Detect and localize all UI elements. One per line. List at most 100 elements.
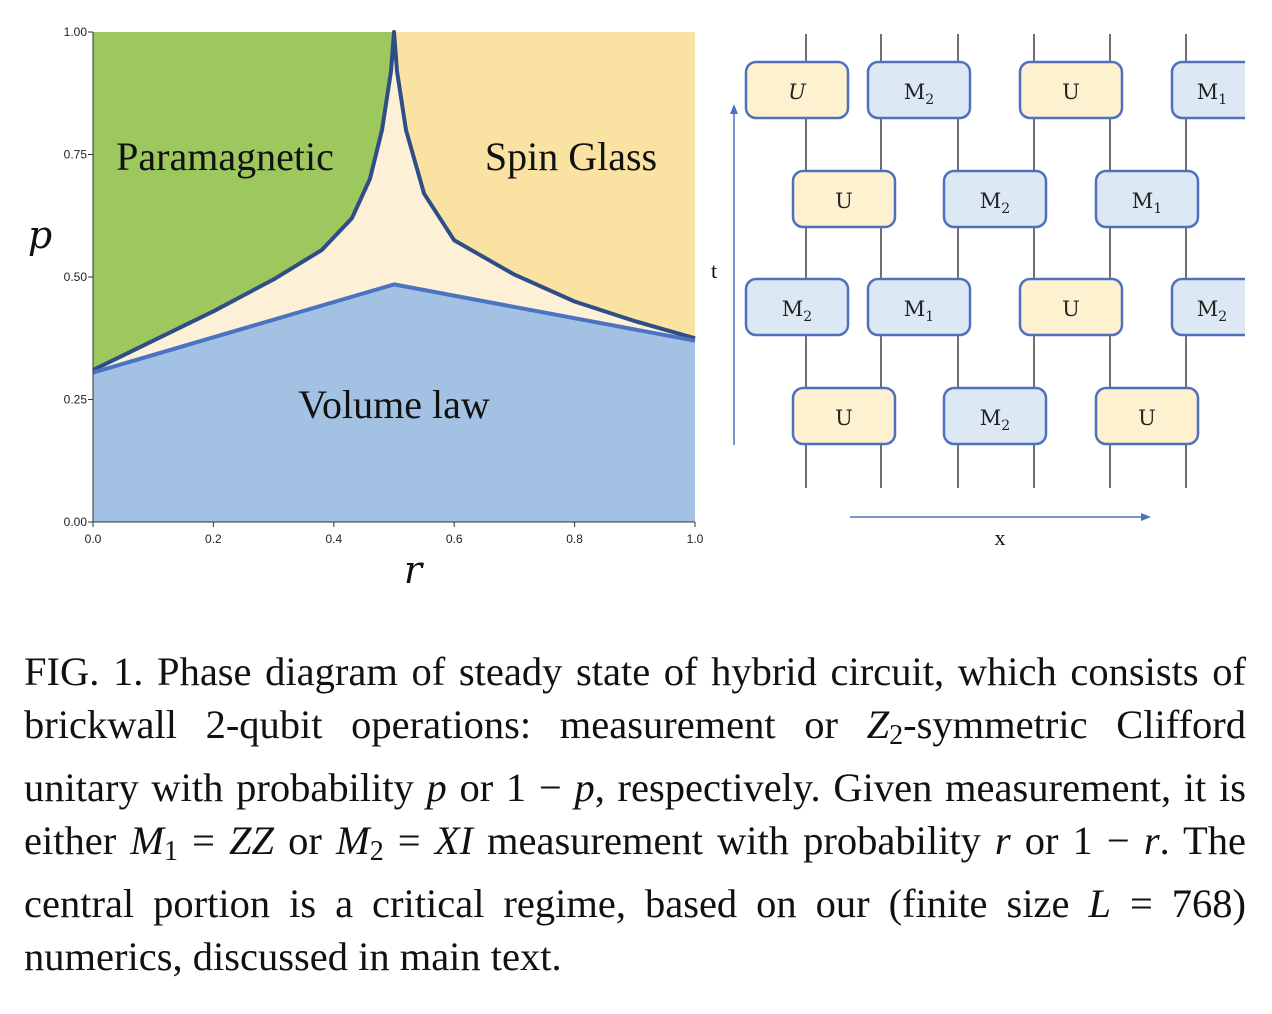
gate-box [791,169,897,229]
gate-label-main: M [1197,80,1219,104]
gate-label: U [788,80,807,104]
gate-label-main: M [1132,189,1154,213]
region-spin-glass [394,32,695,339]
gate-box [866,277,972,337]
unitary-gate: U [1018,277,1124,337]
gate-label-main: U [835,406,853,430]
gate-label: M2 [782,297,812,325]
gate-box [1018,60,1124,120]
gate-label-main: U [835,189,853,213]
caption-text: , respectively. Given measurement, it is… [24,765,1246,863]
gate-label-main: U [788,80,807,104]
caption-text: . The central portion is a critical regi… [24,817,1247,927]
caption-math-p: p [574,765,595,810]
caption-math-m2: M [335,817,370,863]
gate-label: M2 [1197,297,1227,325]
gate-label: U [835,406,853,430]
caption-math-l: L [1088,881,1111,926]
x-tick-label: 0.6 [446,532,463,546]
y-tick-label: 1.00 [64,25,88,39]
caption-math-xi: XI [434,817,473,863]
gate-box [791,386,897,446]
y-tick-label: 0.00 [64,515,88,529]
gate-box [866,60,972,120]
caption-math-m1: M [130,817,165,863]
region-volume-law [93,284,695,522]
axes: 0.0 0.2 0.4 0.6 0.8 1.0 0.00 0.25 0.50 0.75 1.00 [64,25,704,546]
caption-math-r: r [1143,817,1160,863]
figure-panel: 0.0 0.2 0.4 0.6 0.8 1.0 0.00 0.25 0.50 0.75 1.00 P… [28,25,1245,592]
measurement-gate: M2 [942,386,1048,446]
gate-label: M2 [980,406,1010,434]
gate-box [1018,277,1124,337]
caption-math-z: Z [866,701,890,747]
gate-label-subscript: 1 [1153,201,1162,217]
gate-label: M2 [904,80,934,108]
gate-box [1170,60,1245,120]
region-paramagnetic [93,32,394,371]
gate-label-subscript: 1 [1218,92,1227,108]
gate-label: U [835,189,853,213]
gate-label-main: M [782,297,804,321]
gate-label: U [1138,406,1156,430]
space-arrow [850,513,1151,521]
x-tick-label: 0.0 [85,532,102,546]
y-tick-label: 0.50 [64,270,88,284]
space-axis-label: x [995,525,1006,550]
gate-label-subscript: 2 [1001,201,1010,217]
measurement-gate: M2 [744,277,850,337]
gate-label: U [1062,80,1080,104]
x-axis-label: r [404,548,425,592]
gate-label-main: M [904,297,926,321]
gate-label-subscript: 2 [803,309,812,325]
gate-label-main: U [1062,80,1080,104]
measurement-gate: M1 [1170,60,1245,120]
measurement-gate: M1 [866,277,972,337]
gate-label: M1 [1132,189,1162,217]
caption-text: or 1 − [446,765,575,810]
gate-label-main: M [980,406,1002,430]
phase-diagram: 0.0 0.2 0.4 0.6 0.8 1.0 0.00 0.25 0.50 0.75 1.00 P… [28,25,704,592]
caption-text: or 1 − [1010,817,1144,863]
x-tick-label: 0.2 [205,532,222,546]
caption-text: = 768) numerics, discussed in main text. [24,881,1247,979]
caption-text: -symmetric Clifford unitary with probabi… [24,701,1246,811]
caption-text: = [178,817,230,863]
volume-law-boundary-line [92,282,696,375]
caption-math-zz: ZZ [229,817,275,863]
measurement-gate: M2 [1170,277,1245,337]
measurement-gate: M2 [866,60,972,120]
caption-math-sub: 1 [164,835,179,867]
gate-box [1094,386,1200,446]
caption-math-sub: 2 [369,835,384,867]
y-tick-label: 0.25 [64,393,88,407]
gate-box [744,277,850,337]
gate-label: M2 [980,189,1010,217]
gate-label-main: M [904,80,926,104]
unitary-gate: U [744,60,850,120]
phase-boundary-line [92,30,696,372]
time-arrow [730,104,738,445]
caption-text: measurement with probability [472,817,995,863]
label-paramagnetic: Paramagnetic [116,134,334,179]
gate-label-subscript: 2 [925,92,934,108]
gate-box [1170,277,1245,337]
caption-math-sub: 2 [889,719,904,751]
gate-label: M1 [1197,80,1227,108]
gate-label-subscript: 2 [1001,418,1010,434]
gate-label-main: M [1197,297,1219,321]
y-axis-label: p [28,213,52,257]
gate-box [1094,169,1200,229]
gate-label: M1 [904,297,934,325]
unitary-gate: U [791,169,897,229]
figure-caption: FIG. 1. Phase diagram of steady state of… [24,646,1246,983]
label-spin-glass: Spin Glass [485,134,657,179]
gate-label-main: U [1062,297,1080,321]
unitary-gate: U [791,386,897,446]
y-tick-label: 0.75 [64,148,88,162]
gate-box [744,60,850,120]
time-axis-label: t [711,258,717,283]
measurement-gate: M2 [942,169,1048,229]
